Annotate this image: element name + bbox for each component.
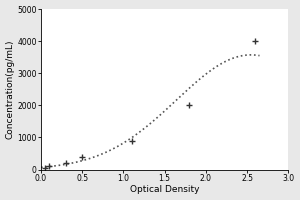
X-axis label: Optical Density: Optical Density (130, 185, 200, 194)
Y-axis label: Concentration(pg/mL): Concentration(pg/mL) (6, 40, 15, 139)
